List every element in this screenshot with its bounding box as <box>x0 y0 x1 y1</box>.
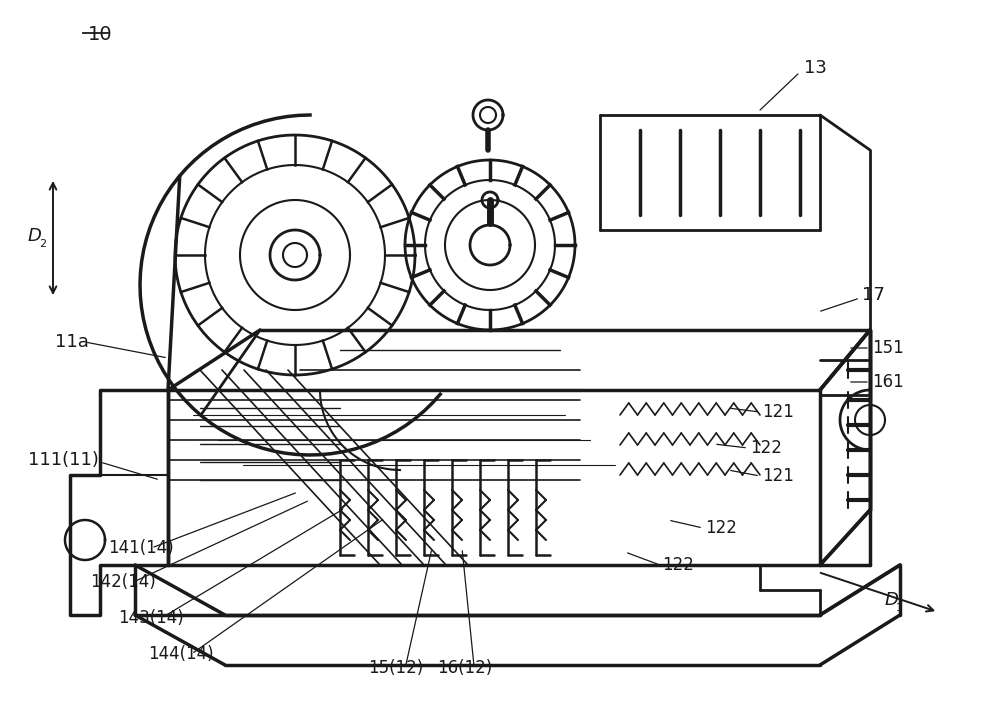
Text: 122: 122 <box>750 439 782 457</box>
Text: 13: 13 <box>804 59 827 77</box>
Text: 10: 10 <box>88 25 113 44</box>
Text: 2: 2 <box>39 239 46 249</box>
Text: 15(12): 15(12) <box>368 659 423 677</box>
Text: 142(14): 142(14) <box>90 573 156 591</box>
Text: 16(12): 16(12) <box>437 659 492 677</box>
Text: D: D <box>28 227 42 245</box>
Text: 143(14): 143(14) <box>118 609 184 627</box>
Text: 121: 121 <box>762 403 794 421</box>
Text: 161: 161 <box>872 373 904 391</box>
Text: 1: 1 <box>896 603 903 613</box>
Text: 122: 122 <box>705 519 737 537</box>
Text: 141(14): 141(14) <box>108 539 174 557</box>
Text: 122: 122 <box>662 556 694 574</box>
Text: 121: 121 <box>762 467 794 485</box>
Text: 144(14): 144(14) <box>148 645 214 663</box>
Text: 17: 17 <box>862 286 885 304</box>
Text: 11a: 11a <box>55 333 89 351</box>
Text: 111(11): 111(11) <box>28 451 99 469</box>
Text: D: D <box>885 591 899 609</box>
Text: 151: 151 <box>872 339 904 357</box>
